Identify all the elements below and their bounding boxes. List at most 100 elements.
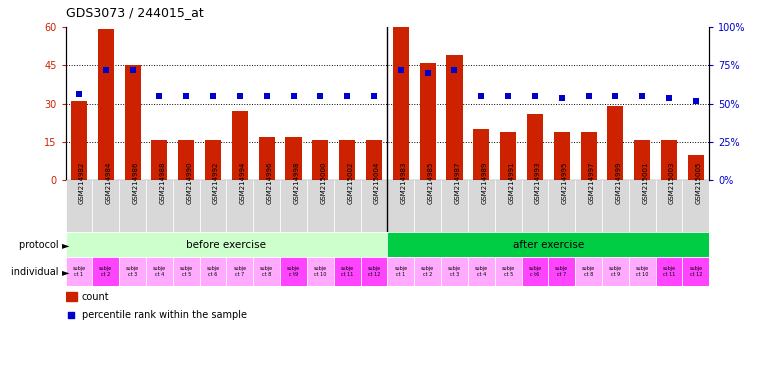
Text: GSM215003: GSM215003 (669, 162, 675, 204)
Point (234, 93, 246, 99)
Text: subje
c t9: subje c t9 (287, 266, 300, 277)
Point (368, 93, 380, 99)
Text: subje
ct 9: subje ct 9 (609, 266, 622, 277)
Point (475, 93, 487, 99)
Bar (66, 292, 77, 301)
Bar (629, 257, 655, 286)
Bar (98, 30, 114, 180)
Bar (66, 180, 93, 232)
Bar (495, 180, 521, 232)
Text: subje
ct 7: subje ct 7 (234, 266, 247, 277)
Text: subje
ct 8: subje ct 8 (582, 266, 595, 277)
Bar (575, 257, 602, 286)
Bar (254, 257, 280, 286)
Text: GSM215005: GSM215005 (696, 162, 702, 204)
Bar (280, 180, 307, 232)
Bar (387, 180, 414, 232)
Text: individual: individual (11, 266, 62, 277)
Bar (146, 180, 173, 232)
Bar (232, 111, 248, 180)
Bar (200, 180, 227, 232)
Bar (441, 180, 468, 232)
Point (99, 67, 112, 73)
Bar (71, 101, 87, 180)
Text: subje
ct 1: subje ct 1 (394, 266, 407, 277)
Bar (414, 180, 441, 232)
Text: before exercise: before exercise (187, 240, 267, 250)
Bar (414, 257, 441, 286)
Bar (334, 257, 361, 286)
Text: subje
ct 4: subje ct 4 (475, 266, 488, 277)
Point (66, 312, 78, 318)
Bar (178, 139, 194, 180)
Bar (661, 139, 677, 180)
Text: GSM215002: GSM215002 (347, 162, 353, 204)
Text: GSM215000: GSM215000 (321, 162, 326, 204)
Bar (419, 63, 436, 180)
Point (448, 67, 460, 73)
Text: protocol: protocol (19, 240, 62, 250)
Bar (655, 257, 682, 286)
Bar (441, 257, 468, 286)
Bar (682, 180, 709, 232)
Text: subje
ct 7: subje ct 7 (555, 266, 568, 277)
Text: GSM215001: GSM215001 (642, 162, 648, 204)
Text: GSM214983: GSM214983 (401, 162, 407, 204)
Point (341, 93, 353, 99)
Bar (259, 137, 274, 180)
Bar (361, 180, 388, 232)
Text: subje
ct 2: subje ct 2 (99, 266, 113, 277)
Bar (227, 257, 254, 286)
Bar (146, 257, 173, 286)
Bar (500, 132, 517, 180)
Point (582, 93, 594, 99)
Text: GSM214992: GSM214992 (213, 162, 219, 204)
Point (529, 93, 541, 99)
Bar (66, 257, 93, 286)
Text: subje
ct 11: subje ct 11 (341, 266, 354, 277)
Text: subje
ct 3: subje ct 3 (126, 266, 139, 277)
Bar (581, 132, 597, 180)
Bar (254, 180, 280, 232)
Text: subje
ct 2: subje ct 2 (421, 266, 434, 277)
Text: GSM214990: GSM214990 (187, 162, 192, 204)
Text: GSM214998: GSM214998 (294, 162, 300, 204)
Bar (387, 232, 709, 257)
Bar (608, 106, 624, 180)
Bar (688, 155, 704, 180)
Bar (495, 257, 521, 286)
Point (72, 91, 85, 98)
Text: GSM214988: GSM214988 (160, 162, 166, 204)
Text: GSM214985: GSM214985 (428, 162, 433, 204)
Bar (151, 139, 167, 180)
Bar (366, 139, 382, 180)
Text: subje
ct 5: subje ct 5 (180, 266, 193, 277)
Text: ►: ► (62, 266, 69, 277)
Bar (554, 132, 570, 180)
Point (180, 93, 193, 99)
Point (609, 93, 621, 99)
Point (395, 67, 407, 73)
Bar (527, 114, 543, 180)
Point (422, 70, 434, 76)
Bar (93, 180, 120, 232)
Text: GSM214989: GSM214989 (481, 162, 487, 204)
Text: subje
ct 6: subje ct 6 (207, 266, 220, 277)
Bar (280, 257, 307, 286)
Text: percentile rank within the sample: percentile rank within the sample (82, 310, 247, 320)
Text: GSM214997: GSM214997 (588, 162, 594, 204)
Text: subje
ct 11: subje ct 11 (662, 266, 675, 277)
Bar (339, 139, 355, 180)
Text: subje
ct 10: subje ct 10 (314, 266, 327, 277)
Bar (334, 180, 361, 232)
Bar (387, 257, 414, 286)
Bar (285, 137, 301, 180)
Text: GSM214991: GSM214991 (508, 162, 514, 204)
Text: subje
ct 4: subje ct 4 (153, 266, 166, 277)
Text: subje
ct 5: subje ct 5 (502, 266, 515, 277)
Text: GSM214993: GSM214993 (535, 162, 541, 204)
Bar (205, 139, 221, 180)
Point (502, 93, 514, 99)
Bar (173, 257, 200, 286)
Text: subje
ct 12: subje ct 12 (689, 266, 702, 277)
